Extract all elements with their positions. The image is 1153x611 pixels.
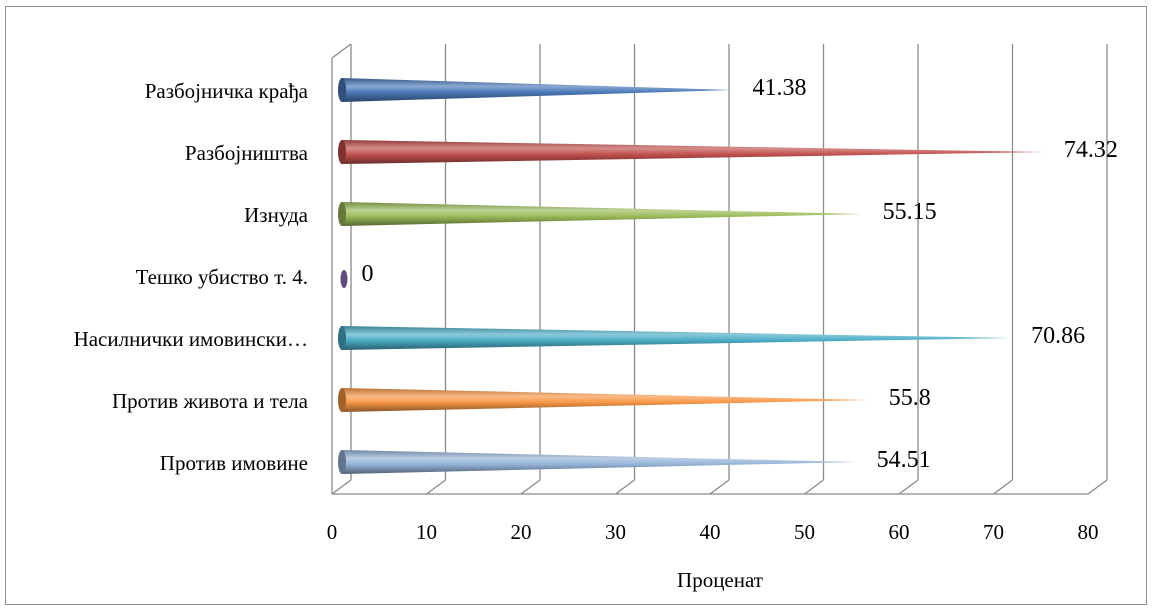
x-tick-label: 50 [794, 520, 815, 544]
bar-base [338, 140, 346, 164]
bar-cone [342, 140, 1044, 164]
category-label: Насилнички имовински… [74, 327, 308, 351]
bar-cone [342, 388, 869, 412]
category-label: Против имовине [160, 451, 308, 475]
category-label: Разбојничка крађа [145, 79, 309, 103]
bar-cone [342, 326, 1012, 350]
category-label: Разбојништва [185, 141, 309, 165]
x-tick-label: 20 [511, 520, 532, 544]
category-label: Изнуда [244, 203, 309, 227]
floor-gridline [898, 479, 919, 495]
bar-cone [342, 450, 857, 474]
floor-gridline [520, 479, 541, 495]
bar-cone [342, 78, 733, 102]
grid-layer [331, 43, 1108, 495]
category-labels: Разбојничка крађа Разбојништва Изнуда Тешко… [74, 79, 309, 475]
bar-base [338, 78, 346, 102]
bar-base [338, 388, 346, 412]
floor-gridline [804, 479, 824, 495]
category-label: Тешко убиство т. 4. [136, 265, 308, 289]
bar [340, 270, 348, 288]
x-tick-label: 10 [416, 520, 437, 544]
value-label: 55.15 [883, 199, 937, 225]
value-label: 54.51 [877, 447, 931, 473]
x-tick-label: 40 [700, 520, 721, 544]
bar-base [338, 326, 346, 350]
floor-gridline [1087, 479, 1108, 495]
x-tick-label: 30 [605, 520, 626, 544]
bar-base [338, 202, 346, 226]
floor-gridline [331, 479, 352, 495]
bar [338, 140, 1044, 164]
bars [338, 78, 1044, 474]
value-label: 74.32 [1064, 137, 1118, 163]
chart-frame [5, 6, 1147, 605]
value-label: 55.8 [889, 385, 931, 411]
bar [338, 450, 857, 474]
x-axis-title: Проценат [677, 568, 763, 592]
floor-gridline [615, 479, 635, 495]
value-labels: 41.38 74.32 55.15 0 70.86 55.8 54.51 [362, 75, 1118, 473]
value-label: 70.86 [1031, 323, 1085, 349]
bar [338, 388, 869, 412]
bar [338, 78, 733, 102]
floor-gridline [426, 479, 446, 495]
bar [338, 202, 863, 226]
x-tick-label: 80 [1078, 520, 1099, 544]
bar-cone [342, 202, 863, 226]
x-tick-label: 60 [889, 520, 910, 544]
bar [338, 326, 1012, 350]
x-tick-labels: 0 10 20 30 40 50 60 70 80 [327, 520, 1099, 544]
value-label: 0 [362, 261, 374, 287]
bar-base [338, 450, 346, 474]
value-label: 41.38 [753, 75, 807, 101]
floor-gridline [993, 479, 1013, 495]
floor-gridline [709, 479, 730, 495]
bar-base [340, 270, 348, 288]
category-label: Против живота и тела [112, 389, 309, 413]
x-tick-label: 70 [983, 520, 1004, 544]
x-tick-label: 0 [327, 520, 338, 544]
left-wall-top-edge [331, 43, 352, 59]
